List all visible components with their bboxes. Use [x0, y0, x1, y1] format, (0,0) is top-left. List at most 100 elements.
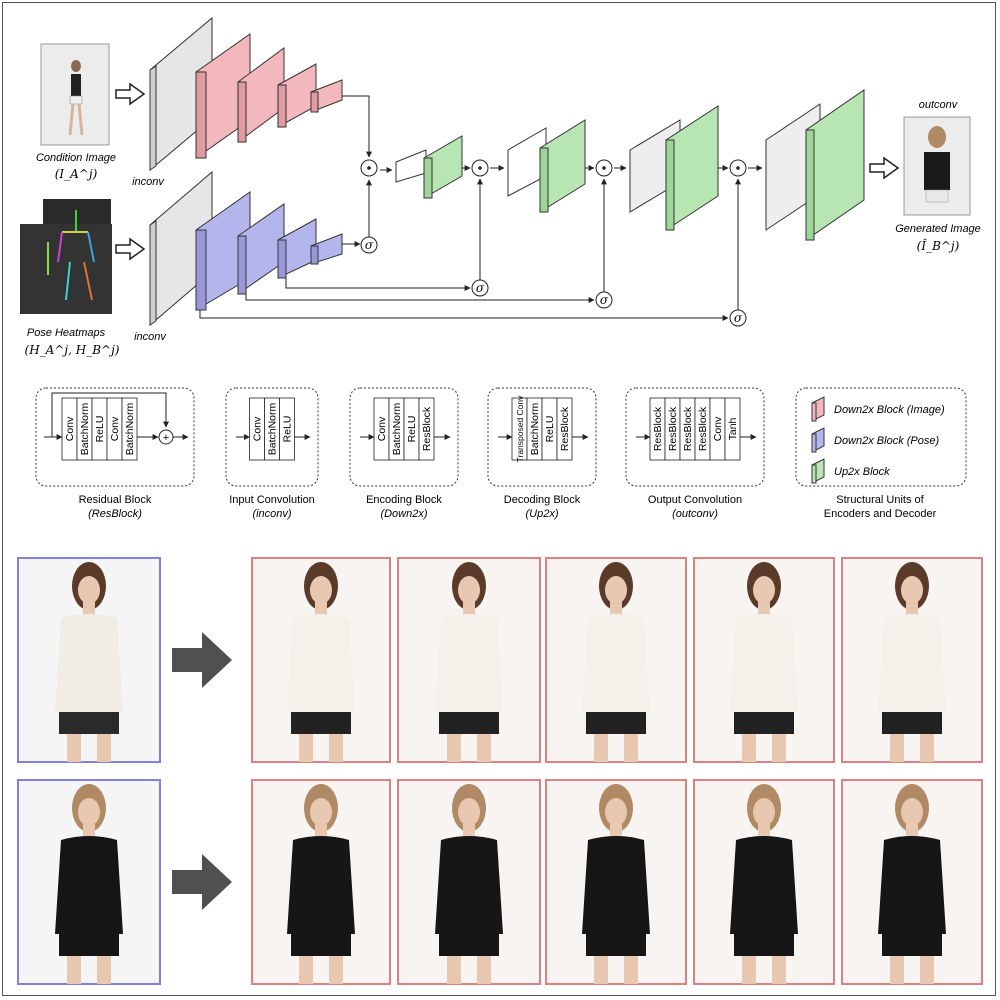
legend-layer-label: Transposed Conv [515, 395, 525, 463]
pose-heatmaps-label: Pose Heatmaps [27, 327, 106, 339]
person-figure [878, 784, 946, 984]
condition-image [40, 43, 110, 146]
legend-layer-label: BatchNorm [391, 402, 403, 455]
legend-layer-1-5 [121, 397, 138, 461]
inconv-top-block [149, 16, 213, 172]
product-node-4 [729, 159, 747, 177]
legend-layer-label: ResBlock [697, 406, 709, 451]
legend-layer-5-6 [724, 397, 741, 461]
input-arrow-bottom [115, 237, 146, 261]
generated-image-label: Generated Image [895, 223, 981, 235]
pose-encoder-block-1 [195, 191, 251, 311]
transform-arrow-row2 [172, 854, 232, 910]
person-figure [435, 562, 503, 762]
legend-layer-label: BatchNorm [529, 402, 541, 455]
person-figure [287, 784, 355, 984]
legend-layer-label: ResBlock [559, 406, 571, 451]
output-arrow [869, 156, 900, 180]
legend-box-5 [625, 387, 765, 487]
transform-arrow-row1 [172, 632, 232, 688]
legend-layer-label: BatchNorm [79, 402, 91, 455]
legend-block-subtitle: (Down2x) [380, 508, 427, 520]
up-block-4 [805, 89, 865, 241]
outconv-label: outconv [919, 99, 959, 111]
legend-layer-label: Conv [64, 416, 76, 441]
svg-text:+: + [163, 432, 169, 444]
legend-layer-label: ReLU [406, 416, 418, 443]
up-block-2 [539, 119, 586, 213]
sigma-gate-2: σ [471, 279, 489, 297]
structural-unit-label: Up2x Block [834, 466, 890, 478]
structural-units-box [795, 387, 967, 487]
legend-layer-label: ResBlock [667, 406, 679, 451]
svg-text:σ: σ [600, 293, 609, 307]
product-node-3 [595, 159, 613, 177]
legend-layer-label: BatchNorm [267, 402, 279, 455]
person-figure [287, 562, 355, 762]
legend-box-2 [225, 387, 319, 487]
svg-text:σ: σ [476, 281, 485, 295]
pose-encoder-block-4 [310, 233, 343, 265]
structural-unit-label: Down2x Block (Image) [834, 404, 945, 416]
structural-unit-item-2: Down2x Block (Pose) [811, 427, 939, 453]
legend-block-subtitle: (inconv) [252, 508, 291, 520]
legend-layer-4-4 [556, 397, 573, 461]
person-figure [55, 784, 123, 984]
product-node-2 [471, 159, 489, 177]
svg-text:σ: σ [734, 311, 743, 325]
decoder-white-1 [395, 149, 427, 183]
legend-layer-label: ResBlock [421, 406, 433, 451]
legend-layer-label: ReLU [282, 416, 294, 443]
condition-image-math: (I_A^j) [55, 167, 98, 181]
product-node-1 [360, 159, 378, 177]
generated-image-math: (Î_B^j) [917, 238, 960, 253]
legend-layer-label: Conv [252, 416, 264, 441]
person-figure [55, 562, 123, 762]
legend-block-title: Encoding Block [366, 494, 442, 506]
legend-layer-label: Conv [712, 416, 724, 441]
person-figure [730, 784, 798, 984]
person-figure [730, 562, 798, 762]
legend-row: Conv BatchNorm ReLU Conv BatchNorm +Residual … [35, 387, 967, 520]
image-encoder-block-2 [237, 47, 285, 143]
legend-block-title: Decoding Block [504, 494, 581, 506]
legend-layer-label: ReLU [94, 416, 106, 443]
input-arrow-top [115, 82, 146, 106]
legend-block-subtitle: (outconv) [672, 508, 718, 520]
legend-block-subtitle: (Up2x) [525, 508, 558, 520]
legend-block-title: Input Convolution [229, 494, 315, 506]
structural-units-title-2: Encoders and Decoder [824, 508, 937, 520]
condition-image-label: Condition Image [36, 152, 116, 164]
image-encoder-block-4 [310, 79, 343, 113]
pose-heatmaps [20, 199, 112, 314]
legend-box-1 [35, 387, 195, 487]
legend-layer-2-3 [279, 397, 295, 461]
inconv-bottom-block [149, 170, 213, 327]
generated-image [903, 116, 971, 216]
legend-box-3 [349, 387, 459, 487]
structural-unit-label: Down2x Block (Pose) [834, 435, 939, 447]
structural-unit-item-3: Up2x Block [811, 458, 890, 484]
inconv-bottom-label: inconv [134, 331, 167, 343]
legend-block-title: Output Convolution [648, 494, 742, 506]
sigma-gate-4: σ [729, 309, 747, 327]
person-figure [435, 784, 503, 984]
person-figure [582, 784, 650, 984]
person-figure [878, 562, 946, 762]
legend-layer-label: ReLU [544, 416, 556, 443]
structural-unit-item-1: Down2x Block (Image) [811, 396, 945, 422]
legend-layer-3-4 [418, 397, 435, 461]
up-block-1 [423, 135, 463, 199]
legend-layer-label: BatchNorm [124, 402, 136, 455]
pose-encoder-block-3 [277, 218, 317, 279]
svg-text:σ: σ [365, 238, 374, 252]
structural-units-title-1: Structural Units of [836, 494, 924, 506]
inconv-top-label: inconv [132, 176, 165, 188]
legend-block-subtitle: (ResBlock) [88, 508, 142, 520]
legend-box-4 [487, 387, 597, 487]
image-encoder-block-1 [195, 33, 251, 159]
legend-layer-label: ResBlock [652, 406, 664, 451]
legend-layer-label: Conv [376, 416, 388, 441]
